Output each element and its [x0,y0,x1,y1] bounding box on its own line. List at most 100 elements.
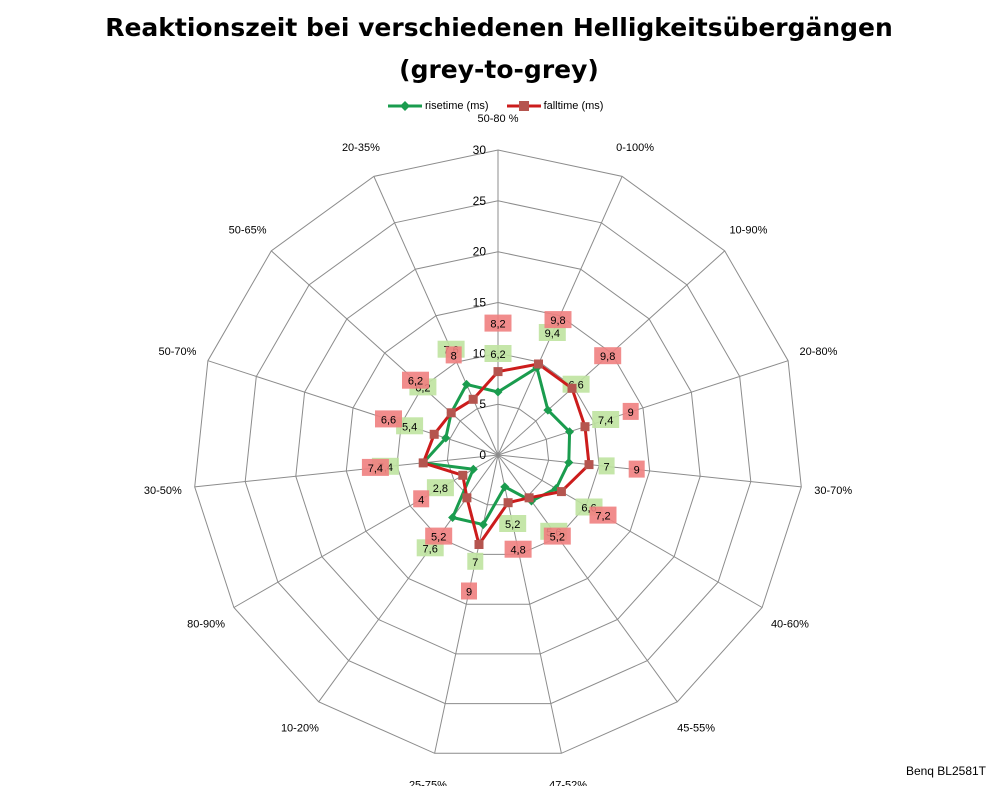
data-label: 5,4 [402,421,417,433]
grid-spoke [497,454,763,608]
grid-spoke [318,454,499,703]
grid-ring [194,149,802,754]
legend-risetime-marker-icon [388,101,422,111]
data-label: 9 [466,587,472,599]
data-label-bg [598,457,615,475]
risetime-point [448,513,458,523]
grid-spoke [270,250,499,456]
category-label: 0-100% [616,142,654,154]
data-label: 9,8 [550,315,565,327]
risetime-point [564,457,574,467]
data-label: 4,8 [510,545,525,557]
data-label: 5,2 [505,519,520,531]
data-label-bg [544,311,572,329]
data-label: 7 [472,557,478,569]
falltime-point [524,493,534,503]
chart-title-line-1: Reaktionszeit bei verschiedenen Helligke… [105,13,893,42]
data-label-bg [504,540,532,558]
data-label-bg [592,411,620,428]
data-label-bg [622,402,639,420]
grid-ring [345,301,651,605]
data-label: 9,8 [600,351,615,363]
legend-item-falltime: falltime (ms) [506,100,604,112]
category-label: 47-52% [549,780,587,786]
monitor-credit: Benq BL2581T [905,764,986,778]
category-label: 10-20% [281,723,319,735]
data-label: 8,2 [490,319,505,331]
data-label-bg [484,345,512,362]
data-label-bg [499,515,527,532]
data-label: 9 [634,465,640,477]
data-label-bg [594,347,622,365]
chart-title-line-2: (grey-to-grey) [399,55,599,84]
risetime-point [500,482,510,492]
falltime-point [429,429,439,439]
data-label-bg [484,314,512,332]
falltime-point [446,408,456,418]
falltime-point [418,458,428,468]
series-line-1 [421,362,591,546]
data-label: 6,2 [408,376,423,388]
data-label: 4 [418,494,424,506]
data-label-bg [426,479,454,497]
falltime-point [474,540,484,549]
category-label: 50-65% [229,225,267,237]
falltime-point [534,359,543,369]
grid-spoke [497,454,678,703]
legend-item-risetime: risetime (ms) [388,100,489,112]
risetime-point [543,405,553,415]
falltime-point [493,367,503,377]
risetime-point [468,464,478,474]
data-label: 6,6 [381,414,396,426]
data-label: 7,6 [423,543,438,555]
category-label: 10-90% [729,225,767,237]
category-label: 25-75% [409,780,447,786]
grid-spoke [497,360,789,456]
category-label: 50-70% [159,346,197,358]
data-label: 9,4 [545,328,560,340]
risetime-point [441,433,451,443]
data-label-bg [361,458,389,476]
legend-falltime-marker-icon [506,101,541,111]
data-label-bg [538,324,566,341]
grid-spoke [373,176,499,456]
risetime-point [462,379,472,389]
data-label-bg [413,490,430,508]
category-label: 30-50% [144,485,182,497]
falltime-point [567,383,577,393]
legend: risetime (ms) falltime (ms) [388,100,621,112]
grid-spoke [233,454,499,608]
grid-ring [446,403,550,506]
falltime-point [458,470,468,480]
grid-ring [396,352,600,555]
series-line-0 [421,366,572,527]
risetime-point [493,387,503,397]
data-label: 5,2 [431,532,446,544]
legend-falltime-label: falltime (ms) [543,100,604,112]
risetime-point [478,520,488,530]
falltime-point [462,493,472,503]
data-label: 7,4 [368,463,383,475]
data-label-bg [402,371,429,389]
category-label: 20-80% [800,346,838,358]
data-label-bg [396,417,424,435]
grid-ring [295,251,701,655]
data-label: 9 [628,407,634,419]
data-label: 8 [451,350,457,362]
radial-tick-label: 0 [479,448,486,462]
data-label: 7,2 [595,511,610,523]
category-label: 30-70% [814,485,852,497]
data-label-bg [467,552,484,570]
data-label-bg [628,460,645,478]
data-label-bg [461,582,477,600]
data-label: 2,8 [433,483,448,495]
data-label: 5,2 [550,532,565,544]
legend-risetime-label: risetime (ms) [425,100,489,112]
grid-spoke [434,454,499,754]
data-label-bg [425,527,453,545]
data-label-bg [589,506,617,524]
falltime-point [503,498,513,508]
radial-tick-label: 15 [473,296,487,310]
category-label: 50-80 % [478,113,519,125]
category-label: 20-35% [342,142,380,154]
